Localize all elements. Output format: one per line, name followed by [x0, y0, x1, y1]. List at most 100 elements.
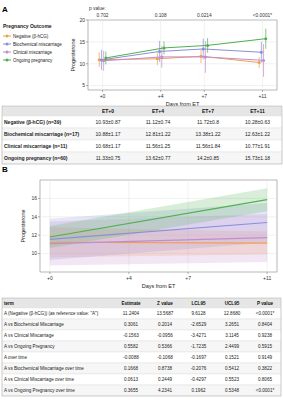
grid-line [88, 85, 277, 86]
table-header: Z value [157, 301, 173, 306]
p-value: 0.702 [97, 13, 109, 18]
table-row [2, 363, 281, 374]
x-tick-label: +4 [126, 275, 132, 281]
table-header: LCL95 [191, 301, 205, 306]
table-cell: A over time [4, 355, 27, 360]
y-tick [86, 20, 88, 21]
confidence-band [50, 188, 267, 248]
table-cell: 10.77±1.91 [245, 143, 270, 149]
x-tick [102, 90, 103, 92]
table-row [2, 152, 282, 164]
p-value: <0.0001* [253, 13, 272, 18]
table-cell: -0.0088 [123, 355, 139, 360]
y-tick [38, 216, 40, 217]
table-header-bg [2, 298, 281, 308]
table-row [2, 330, 281, 341]
table-cell: 0.5412 [225, 366, 239, 371]
panel-label: B [2, 165, 8, 174]
error-bar [159, 41, 160, 62]
table-cell: Clinical miscarriage (n=11) [4, 143, 68, 149]
table-cell: <0.0001* [256, 311, 275, 316]
error-bar [201, 49, 202, 63]
table-header: ET+7 [202, 108, 214, 114]
error-bar [105, 52, 106, 65]
table-cell: 0.1962 [191, 388, 205, 393]
table-cell: 0.5915 [258, 344, 272, 349]
legend-swatch [3, 52, 11, 53]
y-tick [86, 63, 88, 64]
error-bar [259, 57, 260, 68]
grid-line [160, 20, 161, 90]
table-cell: 0.5366 [158, 344, 172, 349]
table-cell: 0.2014 [158, 322, 172, 327]
figure: 5101520+0+4+7+11Days from ETProgesterone… [0, 0, 283, 400]
x-tick-label: +0 [47, 275, 53, 281]
x-tick-label: +11 [263, 275, 271, 281]
table-cell: 0.9149 [258, 355, 272, 360]
x-tick [128, 272, 129, 274]
y-tick [38, 235, 40, 236]
legend-label: Biochemical miscarriage [13, 42, 62, 47]
data-point [162, 46, 165, 49]
table-cell: 11.56±1.84 [196, 143, 221, 149]
table-cell: 13.38±1.22 [196, 131, 221, 137]
table-cell: -3.4271 [191, 333, 207, 338]
table-header: ET+11 [250, 108, 265, 114]
legend-swatch [6, 35, 9, 38]
legend-swatch [3, 44, 11, 45]
table-cell: 0.5582 [124, 344, 138, 349]
x-tick [49, 272, 50, 274]
table-cell: 0.5523 [225, 377, 239, 382]
error-bar [163, 41, 164, 54]
table-cell: -0.0956 [157, 333, 173, 338]
table-cell: -0.4297 [191, 377, 207, 382]
series-line [104, 57, 264, 61]
legend-swatch [3, 36, 11, 37]
table-border [2, 106, 282, 164]
error-bar [99, 52, 100, 67]
table-row [2, 385, 281, 396]
y-axis-label: Progesterone [20, 209, 26, 242]
x-tick-label: +11 [258, 93, 266, 99]
table-row [2, 140, 282, 152]
legend-swatch [6, 59, 9, 62]
legend: Pregnancy OutcomeNegative (β-hCG)Biochem… [3, 23, 62, 63]
error-bar [265, 29, 266, 49]
table-cell: A vs Biochemical Miscarriage [4, 322, 64, 327]
table-cell: 11.33±0.75 [96, 155, 121, 161]
table-cell: A vs Ongoing Pregnancy over time [4, 388, 75, 393]
table-cell: 0.2449 [158, 377, 172, 382]
table-cell: 0.1668 [124, 366, 138, 371]
table: termEstimateZ valueLCL95UCL95P valueA (N… [2, 298, 281, 396]
table-cell: Negative (β-hCG) (n=39) [4, 119, 61, 125]
table-cell: 12.63±1.22 [245, 131, 270, 137]
series-line [106, 39, 266, 58]
table-cell: 10.28±0.63 [245, 119, 270, 125]
table-cell: -0.2076 [191, 366, 207, 371]
p-value: 0.0214 [197, 13, 212, 18]
y-tick-label: 15 [79, 39, 85, 45]
table-header: ET+4 [152, 108, 164, 114]
plot-area [50, 188, 267, 265]
x-tick [262, 90, 263, 92]
legend-label: Clinical miscarriage [13, 50, 53, 55]
data-point [104, 56, 107, 59]
y-tick-label: 12 [31, 232, 37, 238]
table-header: term [4, 301, 14, 306]
table-cell: 11.2404 [123, 311, 140, 316]
table-cell: <0.0001* [256, 388, 275, 393]
x-axis-label: Days from ET [142, 283, 176, 289]
table-cell: -0.1697 [191, 355, 207, 360]
y-tick [38, 198, 40, 199]
table-cell: 12.81±1.22 [146, 131, 171, 137]
x-tick-label: +0 [100, 93, 106, 99]
table-cell: A vs Ongoing Pregnancy [4, 344, 55, 349]
error-bar [103, 51, 104, 71]
data-point [156, 57, 159, 60]
data-point [206, 44, 209, 47]
table-row [2, 128, 282, 140]
y-tick-label: 5 [82, 82, 85, 88]
grid-line [204, 20, 205, 90]
table-row [2, 308, 281, 319]
table-cell: 11.56±1.25 [146, 143, 171, 149]
